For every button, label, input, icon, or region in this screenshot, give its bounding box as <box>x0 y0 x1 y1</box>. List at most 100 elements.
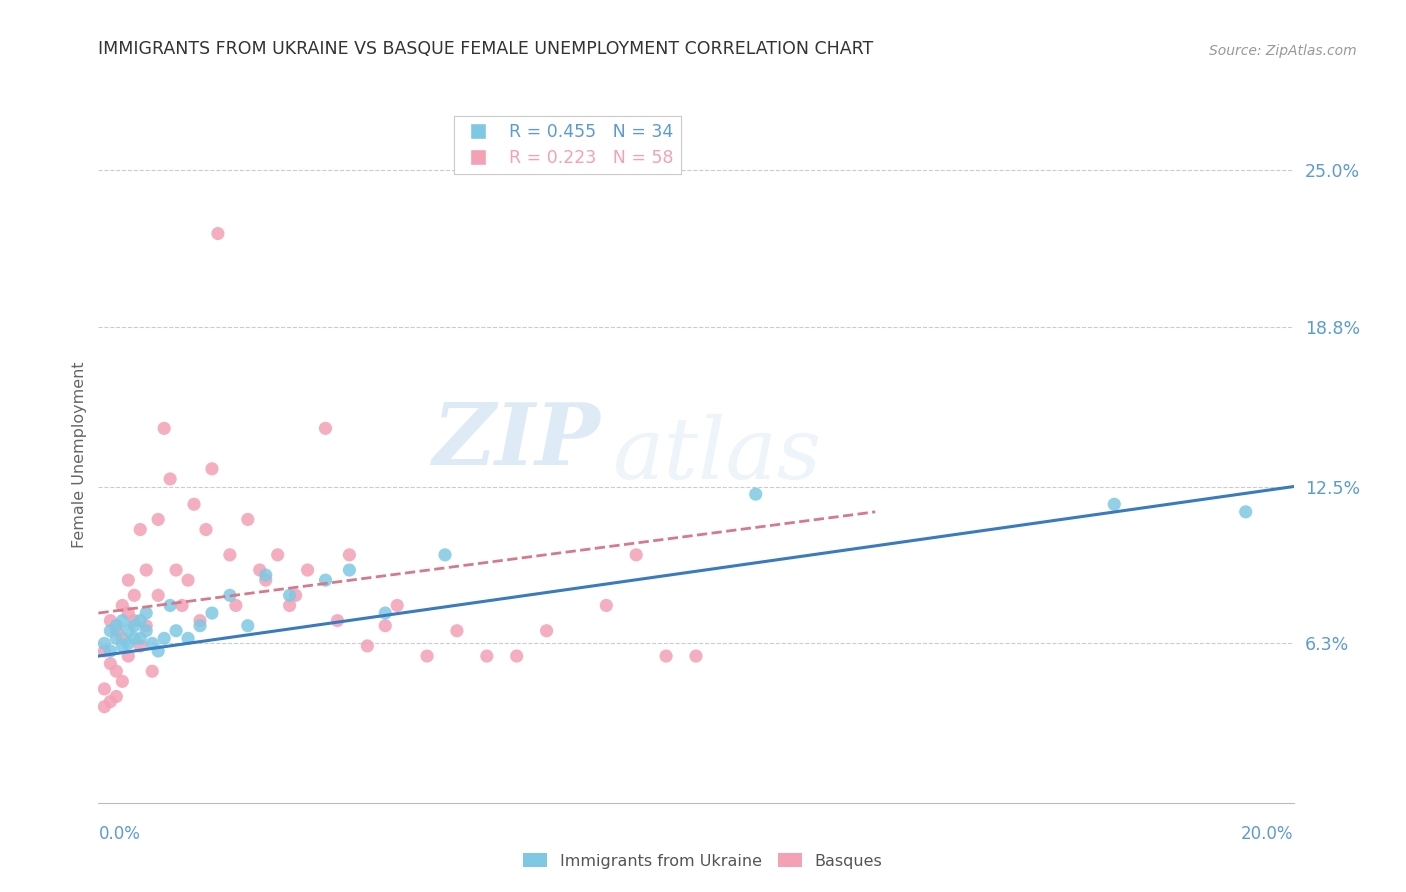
Point <box>195 523 218 537</box>
Point <box>129 523 152 537</box>
Text: atlas: atlas <box>613 414 821 496</box>
Point <box>374 618 396 632</box>
Legend: Immigrants from Ukraine, Basques: Immigrants from Ukraine, Basques <box>517 847 889 875</box>
Point <box>219 548 242 562</box>
Y-axis label: Female Unemployment: Female Unemployment <box>72 361 87 549</box>
Point <box>117 636 139 650</box>
Point <box>100 644 122 658</box>
Point <box>105 624 128 638</box>
Point <box>188 618 211 632</box>
Point <box>315 421 337 435</box>
Point <box>148 512 170 526</box>
Point <box>339 563 360 577</box>
Point <box>254 568 277 582</box>
Text: 0.0%: 0.0% <box>98 825 141 843</box>
Point <box>111 614 134 628</box>
Point <box>278 599 301 613</box>
Point <box>506 648 529 663</box>
Point <box>177 573 200 587</box>
Point <box>135 563 157 577</box>
Point <box>267 548 290 562</box>
Text: 20.0%: 20.0% <box>1241 825 1294 843</box>
Point <box>326 614 349 628</box>
Point <box>148 588 170 602</box>
Point <box>685 648 707 663</box>
Point <box>249 563 271 577</box>
Point <box>177 632 200 646</box>
Point <box>595 599 617 613</box>
Point <box>254 573 277 587</box>
Point <box>165 624 187 638</box>
Point <box>135 618 157 632</box>
Text: IMMIGRANTS FROM UKRAINE VS BASQUE FEMALE UNEMPLOYMENT CORRELATION CHART: IMMIGRANTS FROM UKRAINE VS BASQUE FEMALE… <box>98 40 873 58</box>
Point <box>188 614 211 628</box>
Point <box>124 632 146 646</box>
Point <box>315 573 337 587</box>
Point <box>236 512 259 526</box>
Point <box>93 636 115 650</box>
Legend: R = 0.455   N = 34, R = 0.223   N = 58: R = 0.455 N = 34, R = 0.223 N = 58 <box>454 116 681 174</box>
Point <box>165 563 187 577</box>
Point <box>374 606 396 620</box>
Point <box>385 599 409 613</box>
Point <box>117 624 139 638</box>
Point <box>117 648 139 663</box>
Point <box>745 487 768 501</box>
Point <box>416 648 439 663</box>
Point <box>100 624 122 638</box>
Point <box>129 639 152 653</box>
Point <box>93 644 115 658</box>
Point <box>111 639 134 653</box>
Point <box>219 588 242 602</box>
Point <box>105 665 128 679</box>
Text: Source: ZipAtlas.com: Source: ZipAtlas.com <box>1209 44 1357 58</box>
Point <box>100 657 122 671</box>
Point <box>93 699 115 714</box>
Point <box>339 548 360 562</box>
Point <box>117 606 139 620</box>
Point <box>141 665 163 679</box>
Point <box>297 563 319 577</box>
Point <box>475 648 498 663</box>
Text: ZIP: ZIP <box>433 400 600 483</box>
Point <box>356 639 378 653</box>
Point <box>141 636 163 650</box>
Point <box>201 462 224 476</box>
Point <box>536 624 558 638</box>
Point <box>135 624 157 638</box>
Point <box>100 614 122 628</box>
Point <box>1104 497 1126 511</box>
Point <box>159 472 181 486</box>
Point <box>201 606 224 620</box>
Point <box>183 497 205 511</box>
Point <box>153 421 176 435</box>
Point <box>124 618 146 632</box>
Point <box>111 599 134 613</box>
Point <box>236 618 259 632</box>
Point <box>626 548 648 562</box>
Point <box>153 632 176 646</box>
Point <box>207 227 229 241</box>
Point <box>93 681 115 696</box>
Point <box>124 614 146 628</box>
Point <box>100 695 122 709</box>
Point <box>105 690 128 704</box>
Point <box>111 632 134 646</box>
Point <box>434 548 457 562</box>
Point <box>129 614 152 628</box>
Point <box>135 606 157 620</box>
Point <box>124 588 146 602</box>
Point <box>172 599 194 613</box>
Point <box>278 588 301 602</box>
Point <box>148 644 170 658</box>
Point <box>105 632 128 646</box>
Point <box>446 624 468 638</box>
Point <box>117 573 139 587</box>
Point <box>1234 505 1257 519</box>
Point <box>111 674 134 689</box>
Point <box>225 599 247 613</box>
Point <box>105 618 128 632</box>
Point <box>129 632 152 646</box>
Point <box>655 648 678 663</box>
Point <box>284 588 307 602</box>
